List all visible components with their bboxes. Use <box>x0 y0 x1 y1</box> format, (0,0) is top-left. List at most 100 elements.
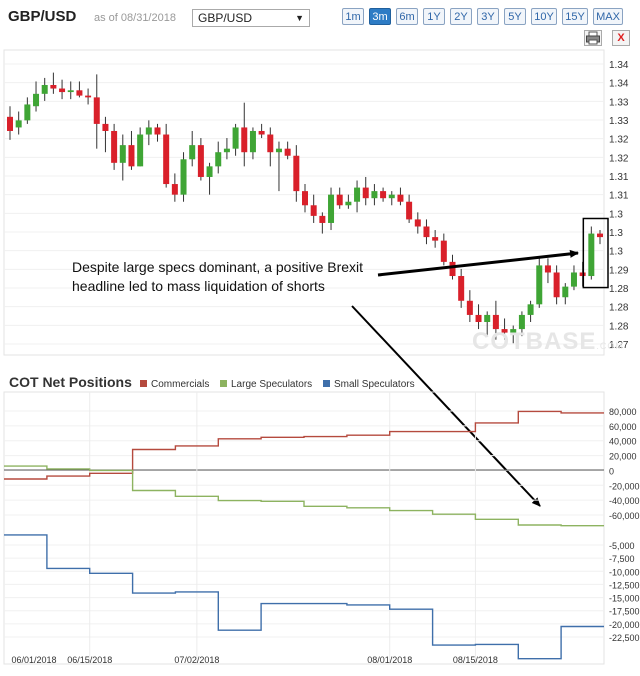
candle-body <box>570 272 577 287</box>
cot-tick-label: -7,500 <box>609 554 635 564</box>
price-tick-label: 1.31 <box>609 191 629 202</box>
candle-body <box>102 123 109 131</box>
candle-body <box>154 127 161 135</box>
price-panel-frame <box>3 49 605 356</box>
candle-body <box>518 314 525 330</box>
candle-body <box>189 145 196 160</box>
candle-body <box>33 93 40 107</box>
cot-tick-label: -20,000 <box>609 620 640 630</box>
cot-tick-label: -60,000 <box>609 511 640 521</box>
candle-body <box>354 187 361 202</box>
series-large-speculators <box>4 465 604 527</box>
candle-body <box>362 187 369 199</box>
candle-body <box>59 88 66 93</box>
range-button-15y[interactable]: 15Y <box>562 8 588 25</box>
price-tick-label: 1.33 <box>609 97 629 108</box>
candle-body <box>458 276 465 301</box>
cot-tick-label: 80,000 <box>609 407 637 417</box>
candle-body <box>223 148 230 153</box>
candle-body <box>171 184 178 195</box>
candle-body <box>440 240 447 262</box>
cot-tick-label: 40,000 <box>609 437 637 447</box>
range-button-1y[interactable]: 1Y <box>423 8 445 25</box>
candle-body <box>293 155 300 192</box>
price-tick-label: 1.28 <box>609 321 629 332</box>
candle-body <box>466 300 473 315</box>
price-tick-label: 1.32 <box>609 153 629 164</box>
range-button-3y[interactable]: 3Y <box>477 8 499 25</box>
range-button-1m[interactable]: 1m <box>342 8 364 25</box>
candle-body <box>137 134 144 167</box>
candle-body <box>597 233 603 238</box>
range-button-6m[interactable]: 6m <box>396 8 418 25</box>
candle-body <box>432 237 439 241</box>
series-small-speculators <box>4 534 604 660</box>
legend-commercials[interactable]: Commercials <box>140 379 209 390</box>
price-tick-label: 1.31 <box>609 172 629 183</box>
price-tick-label: 1.3 <box>609 209 623 220</box>
candle-body <box>119 145 126 163</box>
cot-tick-label: 20,000 <box>609 452 637 462</box>
candle-body <box>562 286 569 298</box>
annotation-arrow <box>377 249 579 277</box>
candle-body <box>414 219 421 227</box>
candle-body <box>258 130 265 135</box>
range-button-5y[interactable]: 5Y <box>504 8 526 25</box>
date-tick-label: 06/01/2018 <box>11 655 56 665</box>
candle-body <box>76 90 83 96</box>
close-button[interactable]: X <box>612 30 630 46</box>
candle-body <box>319 215 326 223</box>
cot-tick-label: -15,000 <box>609 594 640 604</box>
chevron-down-icon: ▼ <box>295 13 304 23</box>
legend-swatch <box>220 380 227 387</box>
print-button[interactable] <box>584 30 602 46</box>
candle-body <box>215 152 222 167</box>
candle-body <box>267 134 274 153</box>
candle-body <box>50 84 57 89</box>
range-button-max[interactable]: MAX <box>593 8 623 25</box>
candle-body <box>423 226 430 238</box>
range-button-2y[interactable]: 2Y <box>450 8 472 25</box>
candle-body <box>553 272 560 298</box>
candle-body <box>510 329 517 333</box>
printer-icon <box>586 31 600 45</box>
close-icon: X <box>617 32 625 44</box>
candle-body <box>501 329 508 333</box>
candle-body <box>336 194 343 206</box>
legend-small-speculators[interactable]: Small Speculators <box>323 379 415 390</box>
cot-tick-label: -20,000 <box>609 481 640 491</box>
annotation-text: Despite large specs dominant, a positive… <box>72 259 364 294</box>
date-tick-label: 08/01/2018 <box>367 655 412 665</box>
pair-select[interactable]: GBP/USD ▼ <box>192 9 310 27</box>
candle-body <box>15 120 22 128</box>
price-tick-label: 1.33 <box>609 116 629 127</box>
price-tick-label: 1.29 <box>609 265 629 276</box>
range-button-10y[interactable]: 10Y <box>531 8 557 25</box>
price-tick-label: 1.3 <box>609 247 623 258</box>
candle-body <box>492 314 499 330</box>
candle-body <box>284 148 291 156</box>
candle-body <box>206 166 213 177</box>
candle-body <box>7 116 13 131</box>
candle-body <box>536 265 543 305</box>
candle-body <box>163 134 170 185</box>
candle-body <box>484 314 491 323</box>
candle-body <box>249 130 256 153</box>
legend-large-speculators[interactable]: Large Speculators <box>220 379 312 390</box>
price-tick-label: 1.32 <box>609 135 629 146</box>
candle-body <box>345 201 352 206</box>
as-of-date: as of 08/31/2018 <box>94 12 176 24</box>
candle-body <box>328 194 335 223</box>
range-button-3m[interactable]: 3m <box>369 8 391 25</box>
candle-body <box>380 191 387 199</box>
price-tick-label: 1.34 <box>609 60 629 71</box>
candle-body <box>275 148 282 153</box>
legend-swatch <box>140 380 147 387</box>
cot-tick-label: -5,000 <box>609 541 635 551</box>
highlight-box <box>582 217 609 289</box>
candle-body <box>93 97 100 124</box>
candle-body <box>302 191 308 206</box>
chart-header: GBP/USD as of 08/31/2018 GBP/USD ▼ 1m 3m 6… <box>0 0 640 36</box>
candle-body <box>588 233 595 277</box>
candle-body <box>24 104 31 121</box>
